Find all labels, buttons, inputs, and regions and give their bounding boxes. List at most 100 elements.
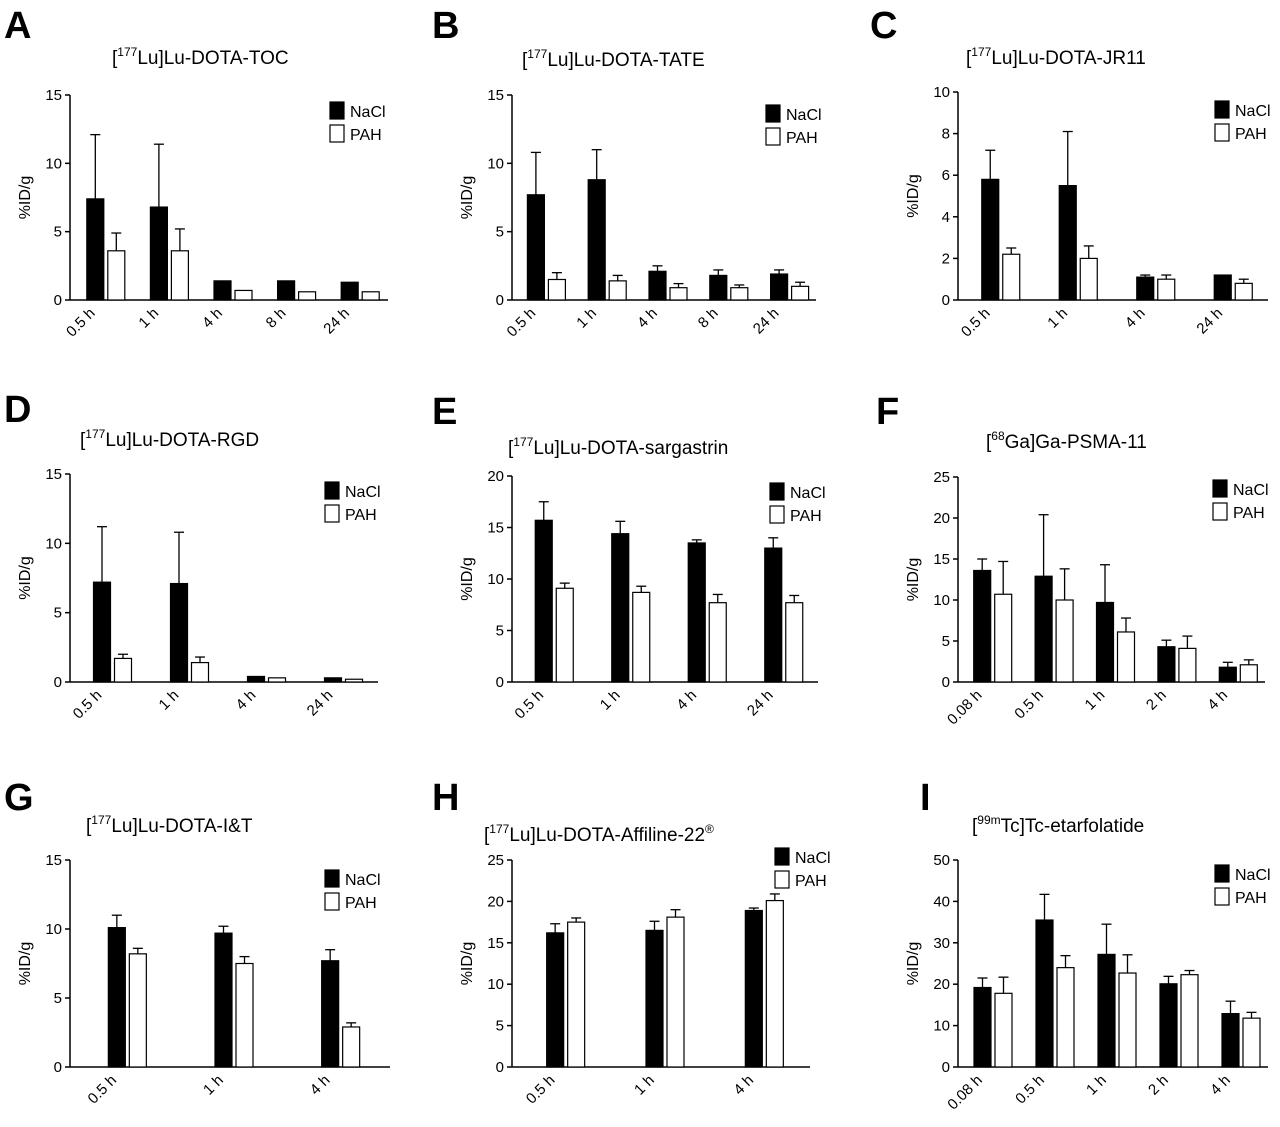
bar-pah: [234, 289, 253, 301]
y-tick-label: 20: [487, 468, 504, 485]
bar-pah: [298, 291, 317, 301]
y-tick-label: 25: [933, 469, 950, 486]
bar-pah: [608, 280, 627, 301]
chart-panel-e: E [177Lu]Lu-DOTA-sargastrin 0 5 10 15 20 %ID/g 0…: [432, 391, 826, 722]
bar-pah: [361, 291, 380, 301]
x-tick-label: 4 h: [307, 1072, 334, 1099]
chart-title: [177Lu]Lu-DOTA-RGD: [80, 427, 259, 451]
y-tick-label: 4: [942, 209, 950, 226]
y-tick-label: 10: [487, 976, 504, 993]
legend-swatch-pah: [769, 505, 785, 524]
chart-title: [68Ga]Ga-PSMA-11: [986, 429, 1147, 453]
y-axis-label: %ID/g: [17, 556, 34, 600]
bar-pah: [113, 657, 133, 683]
bar-pah: [666, 916, 685, 1068]
legend-swatch-pah: [324, 892, 340, 911]
legend-swatch-pah: [765, 127, 781, 146]
bar-nacl: [744, 909, 763, 1068]
y-tick-label: 10: [45, 155, 62, 172]
y-tick-label: 5: [496, 224, 504, 241]
y-tick-label: 15: [45, 466, 62, 483]
y-axis-label: %ID/g: [459, 176, 476, 220]
bar-nacl: [1097, 953, 1116, 1068]
x-tick-label: 0.5 h: [1012, 1072, 1048, 1108]
bar-nacl: [1136, 276, 1155, 301]
legend-swatch-pah: [1212, 502, 1228, 521]
bar-nacl: [214, 932, 233, 1068]
chart-title: [177Lu]Lu-DOTA-I&T: [86, 813, 253, 837]
legend-swatch-nacl: [324, 869, 340, 888]
bar-nacl: [323, 677, 343, 683]
y-tick-label: 5: [54, 990, 62, 1007]
bar-nacl: [709, 274, 728, 301]
legend-label-nacl: NaCl: [786, 107, 822, 124]
y-tick-label: 0: [496, 674, 504, 691]
bar-pah: [790, 285, 810, 301]
bar-pah: [730, 287, 749, 301]
x-tick-label: 0.08 h: [944, 1072, 986, 1114]
bar-nacl: [1095, 601, 1115, 683]
y-tick-label: 10: [487, 571, 504, 588]
y-tick-label: 10: [933, 84, 950, 101]
x-tick-label: 0.5 h: [70, 687, 106, 723]
bar-pah: [1178, 647, 1197, 683]
bar-nacl: [769, 273, 789, 301]
bar-nacl: [1221, 1012, 1240, 1068]
legend-label-pah: PAH: [795, 873, 827, 890]
legend-label-pah: PAH: [1235, 126, 1267, 143]
y-tick-label: 20: [933, 976, 950, 993]
chart-panel-a: A [177Lu]Lu-DOTA-TOC 0 5 10 15 %ID/g 0.5 h 1 h 4 …: [4, 5, 388, 340]
bar-nacl: [973, 569, 992, 683]
legend-swatch-nacl: [1214, 864, 1230, 883]
y-tick-label: 10: [933, 592, 950, 609]
bar-nacl: [587, 179, 606, 301]
legend-swatch-nacl: [774, 847, 790, 866]
x-tick-label: 1 h: [156, 687, 183, 714]
panel-letter: E: [432, 391, 457, 433]
bar-pah: [1055, 599, 1074, 683]
y-tick-label: 10: [933, 1018, 950, 1035]
legend-label-pah: PAH: [350, 127, 382, 144]
x-tick-label: 4 h: [233, 687, 260, 714]
x-tick-label: 4 h: [199, 305, 226, 332]
bar-nacl: [1035, 919, 1054, 1068]
y-tick-label: 0: [496, 292, 504, 309]
chart-panel-c: C [177Lu]Lu-DOTA-JR11 0 2 4 6 8 10 %ID/g 0.5 h 1 h…: [870, 5, 1271, 340]
bar-pah: [994, 992, 1013, 1068]
bar-pah: [344, 678, 364, 683]
y-axis-label: %ID/g: [459, 942, 476, 986]
x-tick-label: 4 h: [673, 687, 700, 714]
bar-nacl: [92, 581, 112, 683]
chart-panel-h: H [177Lu]Lu-DOTA-Affiline-22® 0 5 10 15 20 25 %I…: [432, 777, 831, 1107]
x-tick-label: 24 h: [320, 305, 353, 338]
bar-nacl: [1058, 185, 1077, 301]
bar-pah: [107, 250, 126, 301]
legend-label-pah: PAH: [345, 507, 377, 524]
y-tick-label: 8: [942, 126, 950, 143]
y-tick-label: 15: [45, 87, 62, 104]
x-tick-label: 2 h: [1145, 1072, 1172, 1099]
y-tick-label: 10: [45, 535, 62, 552]
bar-nacl: [246, 675, 266, 683]
bar-nacl: [321, 960, 340, 1068]
bar-pah: [1002, 253, 1021, 301]
x-tick-label: 24 h: [1193, 305, 1226, 338]
y-tick-label: 5: [942, 633, 950, 650]
panel-letter: D: [4, 389, 31, 431]
bar-pah: [567, 921, 586, 1068]
legend-label-nacl: NaCl: [1235, 867, 1271, 884]
bar-pah: [342, 1026, 361, 1068]
x-tick-label: 4 h: [1122, 305, 1149, 332]
chart-title: [177Lu]Lu-DOTA-sargastrin: [508, 435, 728, 459]
legend-swatch-nacl: [1212, 479, 1228, 498]
y-tick-label: 5: [496, 623, 504, 640]
bar-nacl: [340, 281, 359, 301]
bar-pah: [1234, 282, 1253, 301]
x-tick-label: 8 h: [695, 305, 722, 332]
y-tick-label: 25: [487, 852, 504, 869]
chart-panel-b: B [177Lu]Lu-DOTA-TATE 0 5 10 15 %ID/g 0.5 h 1 h 4…: [432, 5, 822, 340]
panel-letter: H: [432, 777, 459, 819]
bar-nacl: [213, 280, 232, 301]
legend-label-pah: PAH: [345, 895, 377, 912]
x-tick-label: 24 h: [304, 687, 337, 720]
